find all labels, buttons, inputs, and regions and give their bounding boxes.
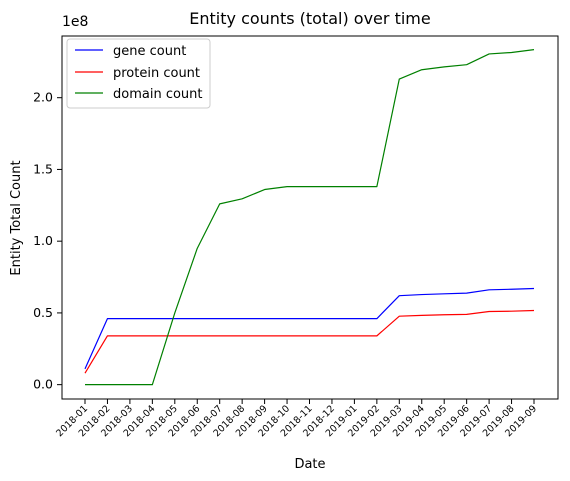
y-tick-label: 1.5 [33,161,53,176]
y-axis-label: Entity Total Count [9,160,24,275]
legend-label-protein: protein count [113,66,200,81]
y-tick-label: 2.0 [33,90,53,105]
y-axis: 0.0 0.5 1.0 1.5 2.0 [33,90,62,392]
gene-count-line [84,287,535,370]
y-tick-label: 1.0 [33,233,53,248]
legend-label-domain: domain count [113,87,203,102]
legend-label-gene: gene count [113,44,186,59]
domain-count-line [85,49,535,386]
legend: gene count protein count domain count [66,38,211,109]
series-lines [84,49,535,386]
chart-title: Entity counts (total) over time [189,9,430,28]
y-tick-label: 0.5 [33,305,53,320]
y-tick-label: 0.0 [33,377,53,392]
protein-count-line [84,309,535,374]
legend-box [66,38,211,109]
y-axis-multiplier: 1e8 [62,14,88,30]
x-axis-label: Date [294,457,325,472]
